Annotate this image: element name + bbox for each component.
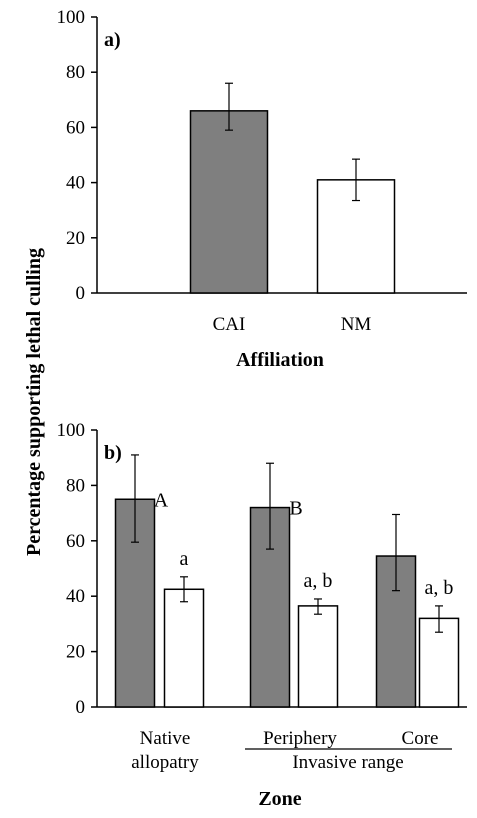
panel-b-y-tick-label: 100: [57, 420, 86, 441]
panel-a-x-tick-label: CAI: [213, 314, 246, 335]
panel-b-significance-label: a, b: [425, 577, 454, 599]
panel-b-y-tick-label: 40: [66, 586, 85, 607]
panel-b-significance-label: B: [289, 498, 302, 520]
panel-b-significance-label: A: [154, 489, 169, 511]
panel-a-x-axis-title: Affiliation: [236, 349, 324, 371]
panel-b-y-tick-label: 0: [76, 697, 86, 718]
panel-a-x-tick-label: NM: [341, 314, 372, 335]
panel-b-y-tick-label: 60: [66, 531, 85, 552]
panel-a-panel-label: a): [104, 29, 121, 51]
panel-b-x-tick-label: Core: [402, 728, 439, 749]
panel-a-y-tick-label: 20: [66, 228, 85, 249]
panel-b-x-axis-title: Zone: [258, 788, 301, 810]
panel-b-panel-label: b): [104, 442, 122, 464]
panel-b-significance-label: a: [180, 548, 189, 570]
panel-b-x-tick-label: Native: [140, 728, 191, 749]
panel-b-significance-label: a, b: [304, 570, 333, 592]
panel-a-y-tick-label: 80: [66, 62, 85, 83]
panel-a-y-tick-label: 40: [66, 173, 85, 194]
panel-b-bar: [297, 605, 339, 708]
panel-b-group-label: Invasive range: [292, 752, 403, 773]
panel-b-y-tick-label: 80: [66, 475, 85, 496]
panel-a-y-tick-label: 100: [57, 7, 86, 28]
panel-b-x-tick-label: Periphery: [263, 728, 337, 749]
panel-b-bar: [418, 617, 460, 708]
panel-b-bar: [163, 588, 205, 708]
panel-a-y-tick-label: 0: [76, 283, 86, 304]
y-axis-title: Percentage supporting lethal culling: [23, 248, 45, 556]
panel-a-bar: [189, 110, 269, 294]
panel-b-y-tick-label: 20: [66, 642, 85, 663]
panel-a: 0 20 40 60 80 100 a) CAI NM Affiliation: [57, 7, 467, 371]
panel-b-x-tick-label: allopatry: [131, 752, 199, 773]
panel-b: 0 20 40 60 80 100 b) Aa Ba, b a, b Native allopatry…: [57, 420, 467, 810]
panel-a-y-tick-label: 60: [66, 117, 85, 138]
